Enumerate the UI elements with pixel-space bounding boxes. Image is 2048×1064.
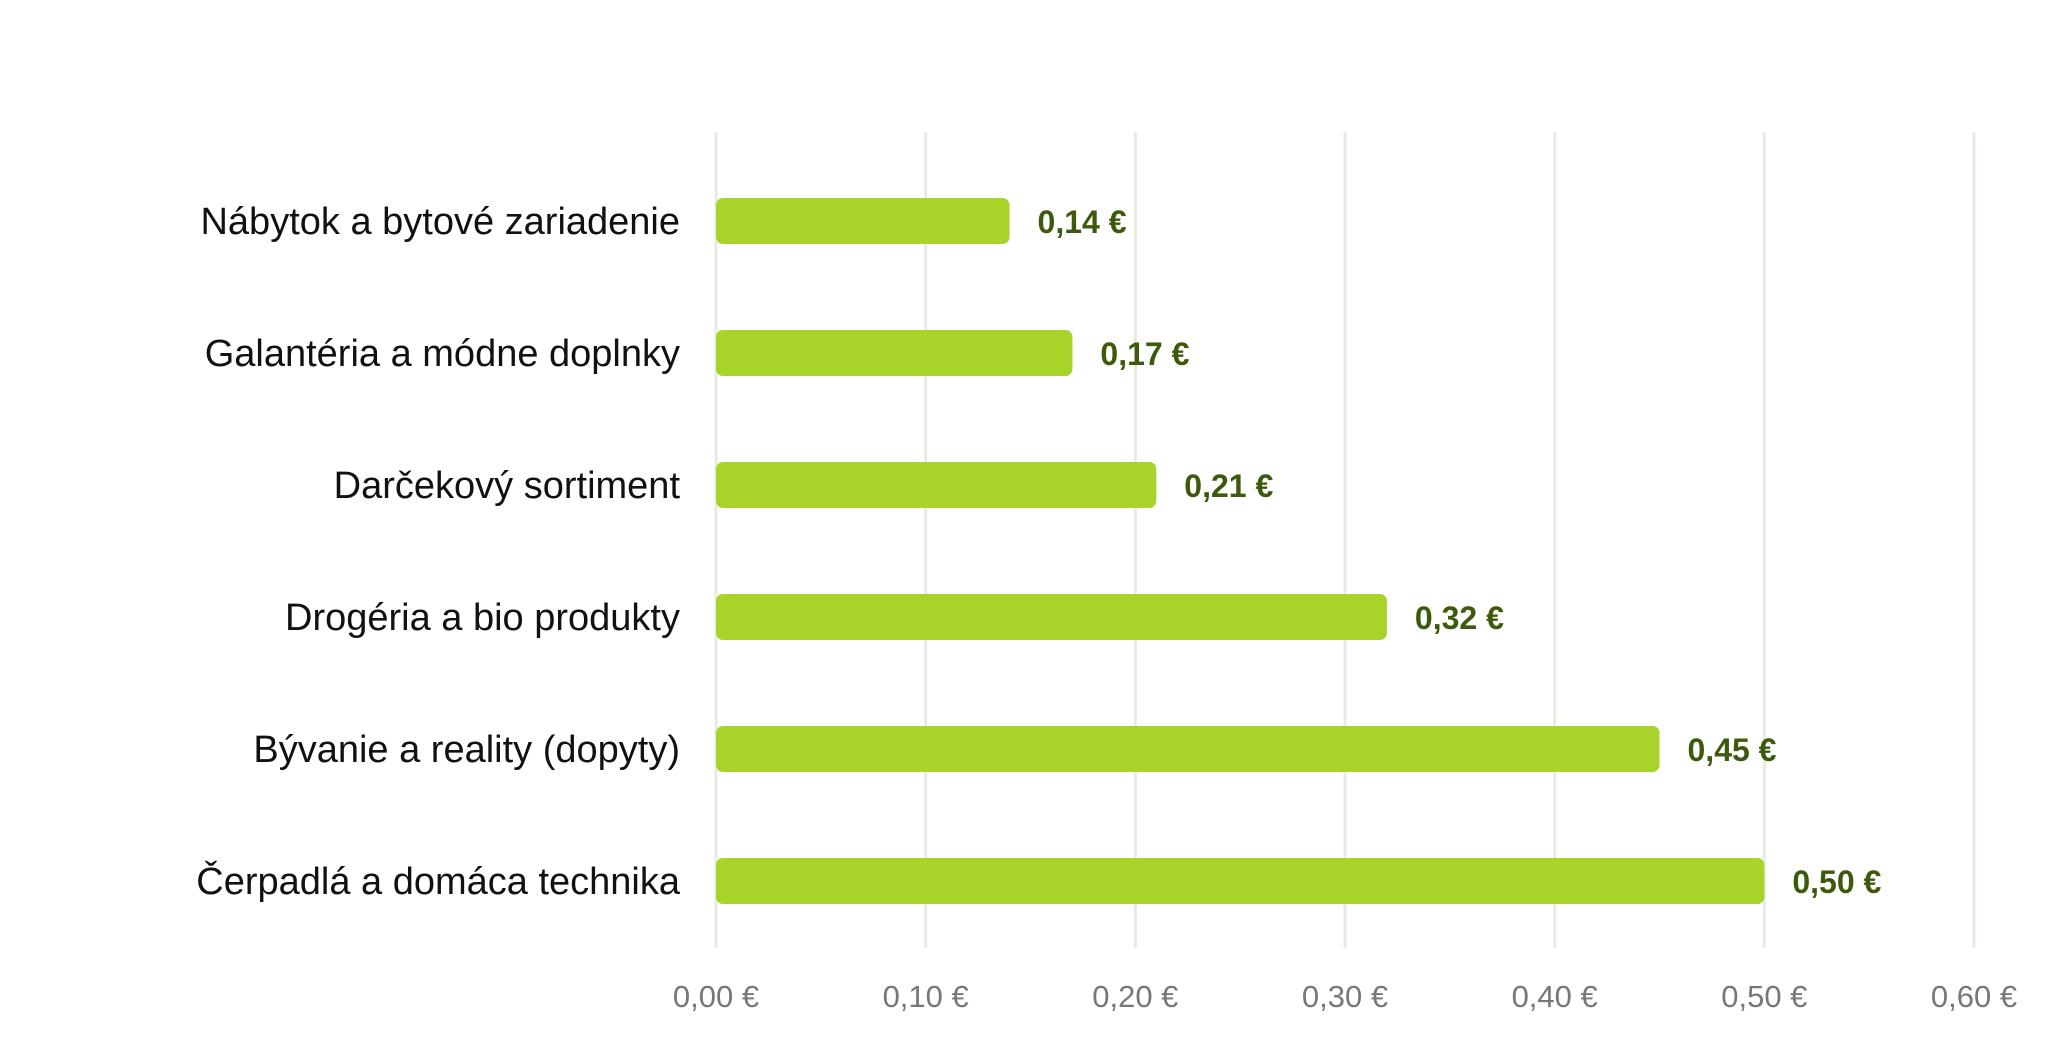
category-label: Nábytok a bytové zariadenie [200, 201, 680, 243]
x-tick-label: 0,00 € [673, 979, 759, 1014]
bar [716, 198, 1010, 244]
bars [716, 198, 1765, 904]
bar [716, 858, 1765, 904]
x-axis-tick-labels: 0,00 € 0,10 € 0,20 € 0,30 € 0,40 € 0,50 € 0,60… [673, 979, 2017, 1014]
bar [716, 330, 1073, 376]
category-label: Čerpadlá a domáca technika [196, 859, 681, 903]
bar [716, 594, 1387, 640]
data-label: 0,17 € [1100, 336, 1189, 372]
x-tick-label: 0,30 € [1302, 979, 1388, 1014]
data-label: 0,14 € [1038, 204, 1127, 240]
data-label: 0,50 € [1792, 864, 1881, 900]
x-tick-label: 0,20 € [1092, 979, 1178, 1014]
data-label: 0,21 € [1184, 468, 1273, 504]
x-tick-label: 0,50 € [1721, 979, 1807, 1014]
category-label: Darčekový sortiment [334, 465, 681, 507]
category-labels: Nábytok a bytové zariadenie Galantéria a … [196, 201, 681, 903]
grid-lines [714, 132, 1976, 948]
bar [716, 726, 1660, 772]
data-label: 0,45 € [1688, 732, 1777, 768]
x-tick-label: 0,10 € [883, 979, 969, 1014]
data-label: 0,32 € [1415, 600, 1504, 636]
category-label: Drogéria a bio produkty [285, 597, 680, 639]
category-label: Galantéria a módne doplnky [205, 333, 680, 375]
x-tick-label: 0,60 € [1931, 979, 2017, 1014]
x-tick-label: 0,40 € [1512, 979, 1598, 1014]
value-labels: 0,14 € 0,17 € 0,21 € 0,32 € 0,45 € 0,50 € [1038, 204, 1882, 900]
bar [716, 462, 1157, 508]
category-label: Bývanie a reality (dopyty) [253, 729, 680, 771]
